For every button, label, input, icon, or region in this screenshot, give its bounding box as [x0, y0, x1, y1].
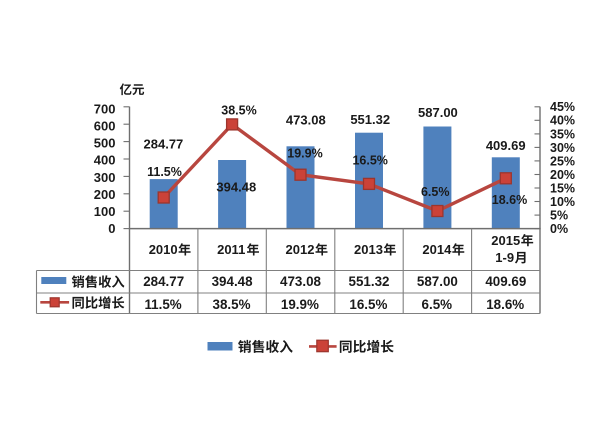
svg-text:18.6%: 18.6%: [492, 193, 527, 207]
svg-text:0%: 0%: [550, 222, 568, 236]
svg-text:19.9%: 19.9%: [287, 146, 322, 160]
svg-text:35%: 35%: [550, 127, 575, 141]
svg-text:587.00: 587.00: [418, 105, 458, 120]
svg-text:394.48: 394.48: [212, 274, 254, 289]
svg-text:45%: 45%: [550, 100, 575, 114]
svg-text:0: 0: [108, 221, 115, 236]
svg-text:40%: 40%: [550, 114, 575, 128]
svg-text:6.5%: 6.5%: [421, 185, 450, 199]
svg-text:2014: 2014: [422, 242, 452, 257]
svg-text:11.5%: 11.5%: [147, 165, 182, 179]
svg-text:100: 100: [94, 204, 116, 219]
svg-text:18.6%: 18.6%: [486, 297, 524, 312]
svg-text:200: 200: [94, 187, 116, 202]
svg-text:1-9: 1-9: [495, 250, 514, 265]
svg-text:2013: 2013: [354, 242, 383, 257]
svg-text:600: 600: [94, 119, 116, 134]
svg-text:16.5%: 16.5%: [352, 153, 387, 167]
svg-text:284.77: 284.77: [144, 137, 184, 152]
svg-text:25%: 25%: [550, 154, 575, 168]
svg-text:473.08: 473.08: [286, 113, 326, 128]
svg-text:20%: 20%: [550, 168, 575, 182]
svg-text:551.32: 551.32: [350, 112, 390, 127]
svg-text:38.5%: 38.5%: [213, 297, 251, 312]
svg-text:473.08: 473.08: [280, 274, 322, 289]
svg-text:15%: 15%: [550, 181, 575, 195]
svg-text:19.9%: 19.9%: [281, 297, 319, 312]
svg-text:409.69: 409.69: [486, 138, 526, 153]
svg-text:700: 700: [94, 101, 116, 116]
svg-text:38.5%: 38.5%: [221, 103, 256, 117]
svg-text:394.48: 394.48: [216, 179, 256, 194]
svg-text:587.00: 587.00: [417, 274, 458, 289]
svg-text:409.69: 409.69: [485, 274, 526, 289]
svg-text:551.32: 551.32: [349, 274, 390, 289]
svg-text:10%: 10%: [550, 195, 575, 209]
svg-text:2011: 2011: [217, 242, 245, 257]
svg-text:2012: 2012: [286, 242, 315, 257]
svg-text:2015: 2015: [491, 233, 520, 248]
svg-text:284.77: 284.77: [143, 274, 184, 289]
svg-text:16.5%: 16.5%: [349, 297, 387, 312]
svg-text:300: 300: [94, 170, 116, 185]
svg-text:500: 500: [94, 136, 116, 151]
svg-text:6.5%: 6.5%: [422, 297, 453, 312]
svg-text:30%: 30%: [550, 141, 575, 155]
svg-text:5%: 5%: [550, 209, 568, 223]
svg-text:400: 400: [94, 153, 116, 168]
svg-text:11.5%: 11.5%: [144, 297, 181, 312]
svg-text:2010: 2010: [149, 242, 178, 257]
